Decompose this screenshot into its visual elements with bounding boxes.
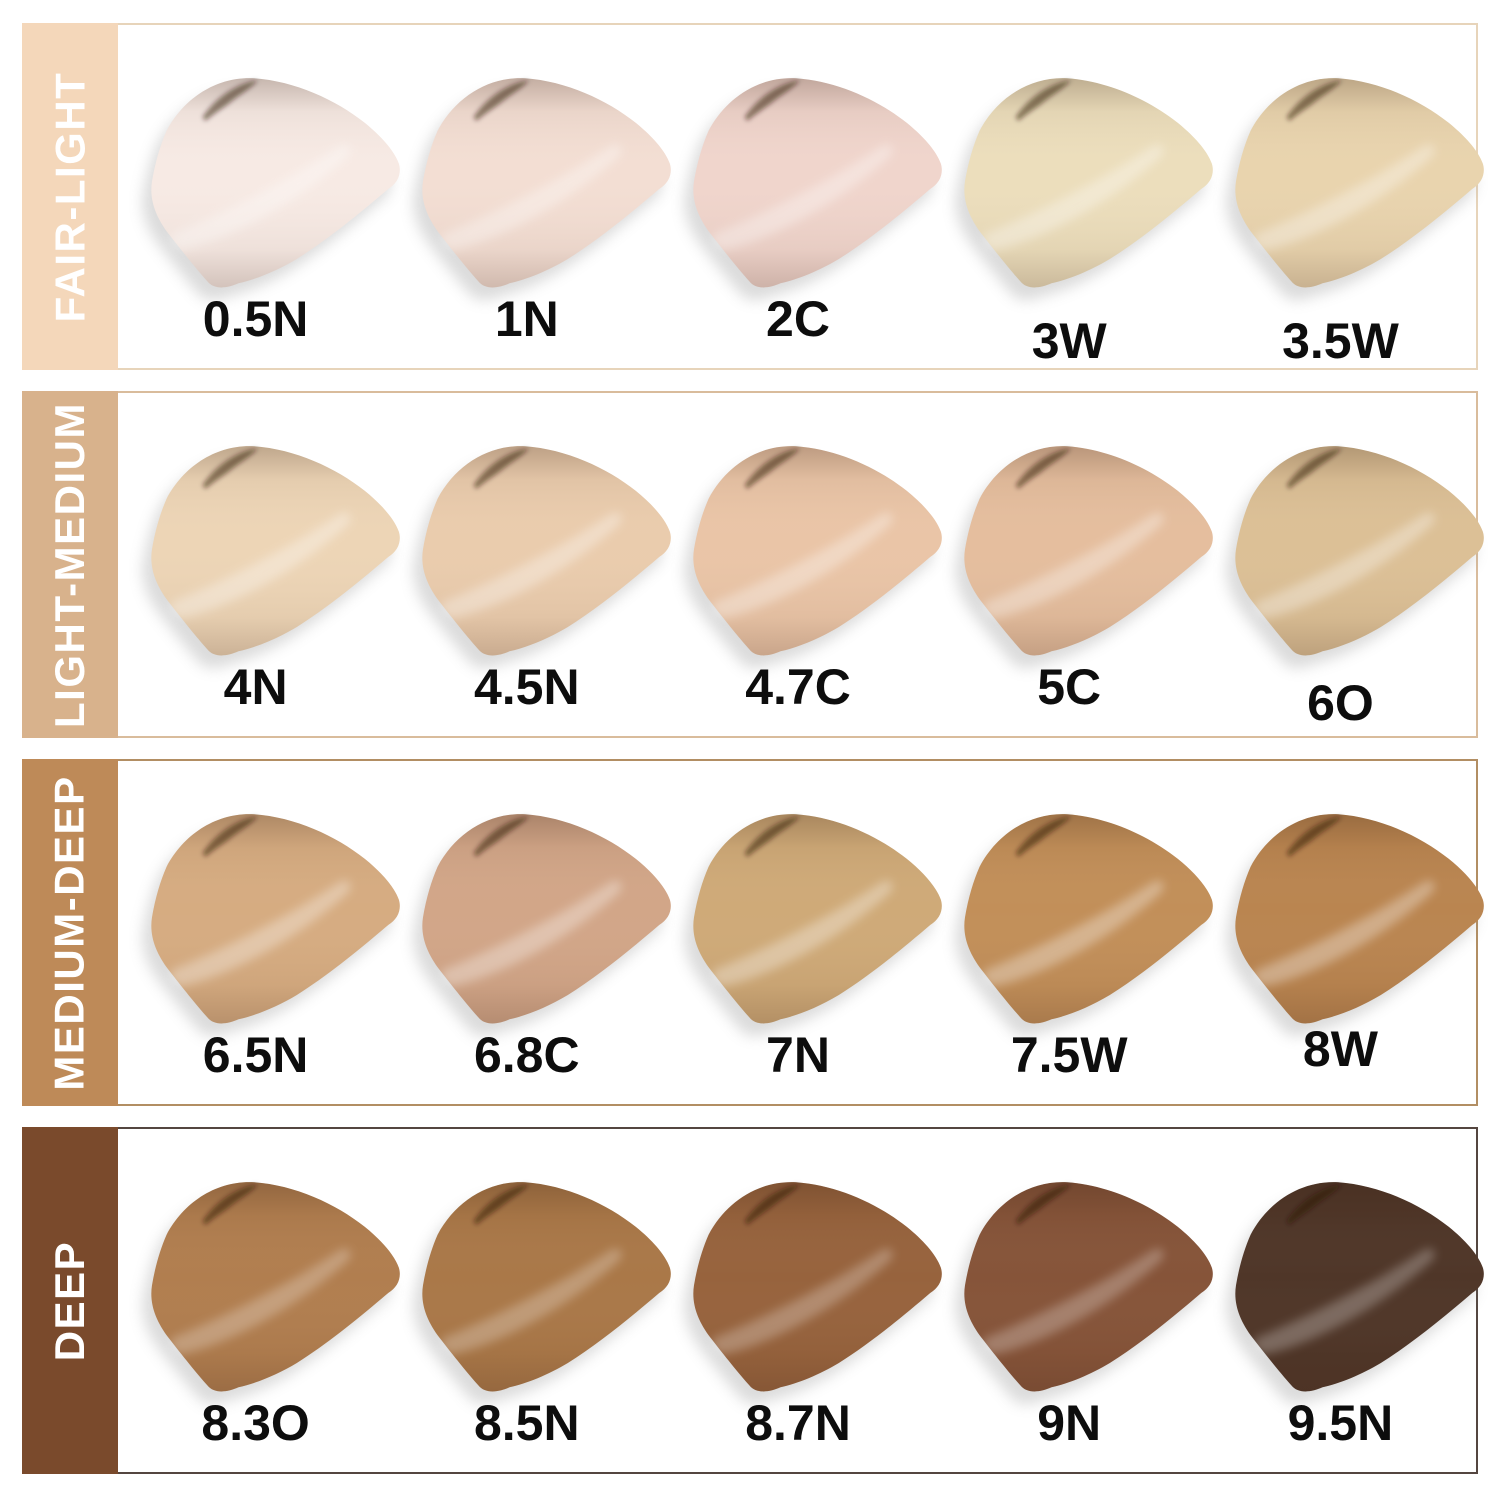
shade-label: 2C [766, 291, 830, 347]
swatch-columns: 0.5N 1N 2C [120, 25, 1485, 369]
smear-shading [1235, 1182, 1485, 1392]
shade-chart: FAIR-LIGHT 0.5N [22, 23, 1485, 1495]
shade-label: 9.5N [1287, 1395, 1394, 1451]
category-label: MEDIUM-DEEP [46, 774, 93, 1091]
row-fair-light: FAIR-LIGHT 0.5N [22, 23, 1485, 370]
shade-label: 3W [1031, 313, 1107, 369]
smear-shading [150, 1182, 400, 1392]
smear-shading [150, 446, 400, 656]
shade-label: 6.5N [202, 1027, 309, 1083]
smear-shading [1235, 814, 1485, 1024]
smear-shading [150, 78, 400, 288]
shade-label: 4.5N [473, 659, 580, 715]
shade-label: 1N [494, 291, 559, 347]
swatch-0.5N: 0.5N [120, 25, 400, 368]
shade-label: 8.3O [201, 1395, 310, 1451]
smear-shading [693, 1182, 942, 1392]
shade-label: 7.5W [1010, 1027, 1128, 1083]
foundation-smear [684, 814, 942, 1037]
swatch-7.5W: 7.5W [934, 761, 1214, 1104]
row-light-medium: LIGHT-MEDIUM 4N [22, 391, 1485, 738]
foundation-smear [142, 814, 400, 1037]
foundation-smear [1227, 78, 1485, 301]
foundation-smear [1227, 1182, 1485, 1405]
smear-shading [964, 446, 1214, 656]
swatch-5C: 5C [934, 393, 1214, 736]
foundation-smear [1227, 446, 1485, 669]
foundation-smear [955, 446, 1214, 669]
smear-shading [964, 78, 1214, 288]
smear-shading [964, 1182, 1214, 1392]
swatch-1N: 1N [391, 25, 671, 368]
swatch-8.7N: 8.7N [662, 1129, 942, 1472]
swatch-9.5N: 9.5N [1205, 1129, 1485, 1472]
shade-label: 4.7C [745, 659, 851, 715]
smear-shading [693, 78, 942, 288]
smear-shading [964, 814, 1214, 1024]
swatch-7N: 7N [662, 761, 942, 1104]
shade-label: 8W [1302, 1021, 1378, 1077]
shade-label: 8.7N [745, 1395, 851, 1451]
swatch-6O: 6O [1205, 393, 1485, 736]
category-label: DEEP [46, 1240, 93, 1361]
foundation-smear [955, 814, 1214, 1037]
shade-label: 7N [766, 1027, 830, 1083]
smear-shading [422, 78, 671, 288]
swatch-columns: 4N 4.5N 4. [120, 393, 1485, 736]
foundation-smear [413, 1182, 671, 1405]
shade-label: 0.5N [202, 291, 309, 347]
smear-shading [1235, 446, 1485, 656]
swatch-6.8C: 6.8C [391, 761, 671, 1104]
swatch-columns: 8.3O 8.5N [120, 1129, 1485, 1472]
swatch-2C: 2C [662, 25, 942, 368]
swatch-8W: 8W [1205, 761, 1485, 1104]
foundation-smear [955, 78, 1214, 301]
foundation-smear [142, 78, 400, 301]
shade-label: 8.5N [473, 1395, 580, 1451]
foundation-smear [142, 1182, 400, 1405]
swatch-6.5N: 6.5N [120, 761, 400, 1104]
category-label: FAIR-LIGHT [46, 71, 94, 322]
smear-shading [693, 814, 942, 1024]
swatch-9N: 9N [934, 1129, 1214, 1472]
swatch-4N: 4N [120, 393, 400, 736]
swatch-8.5N: 8.5N [391, 1129, 671, 1472]
smear-shading [693, 446, 942, 656]
swatch-3.5W: 3.5W [1205, 25, 1485, 369]
foundation-smear [684, 78, 942, 301]
foundation-smear [413, 78, 671, 301]
swatch-columns: 6.5N 6.8C [120, 761, 1485, 1104]
foundation-smear [1227, 814, 1485, 1037]
shade-label: 6O [1307, 675, 1374, 731]
smear-shading [150, 814, 400, 1024]
smear-shading [422, 446, 671, 656]
shade-label: 4N [223, 659, 288, 715]
shade-label: 5C [1037, 659, 1102, 715]
smear-shading [422, 1182, 671, 1392]
smear-shading [1235, 78, 1485, 288]
foundation-smear [413, 814, 671, 1037]
category-band: FAIR-LIGHT [22, 23, 118, 370]
shade-label: 6.8C [473, 1027, 580, 1083]
category-band: MEDIUM-DEEP [22, 759, 118, 1106]
shade-label: 9N [1037, 1395, 1102, 1451]
foundation-smear [684, 446, 942, 669]
swatch-8.3O: 8.3O [120, 1129, 400, 1472]
swatch-3W: 3W [934, 25, 1214, 369]
row-medium-deep: MEDIUM-DEEP 6.5N [22, 759, 1485, 1106]
foundation-smear [413, 446, 671, 669]
category-band: LIGHT-MEDIUM [22, 391, 118, 738]
swatch-4.7C: 4.7C [662, 393, 942, 736]
category-label: LIGHT-MEDIUM [46, 401, 93, 728]
category-band: DEEP [22, 1127, 118, 1474]
row-deep: DEEP 8.3O [22, 1127, 1485, 1474]
foundation-smear [142, 446, 400, 669]
smear-shading [422, 814, 671, 1024]
foundation-smear [955, 1182, 1214, 1405]
shade-label: 3.5W [1282, 313, 1399, 369]
swatch-4.5N: 4.5N [391, 393, 671, 736]
foundation-smear [684, 1182, 942, 1405]
